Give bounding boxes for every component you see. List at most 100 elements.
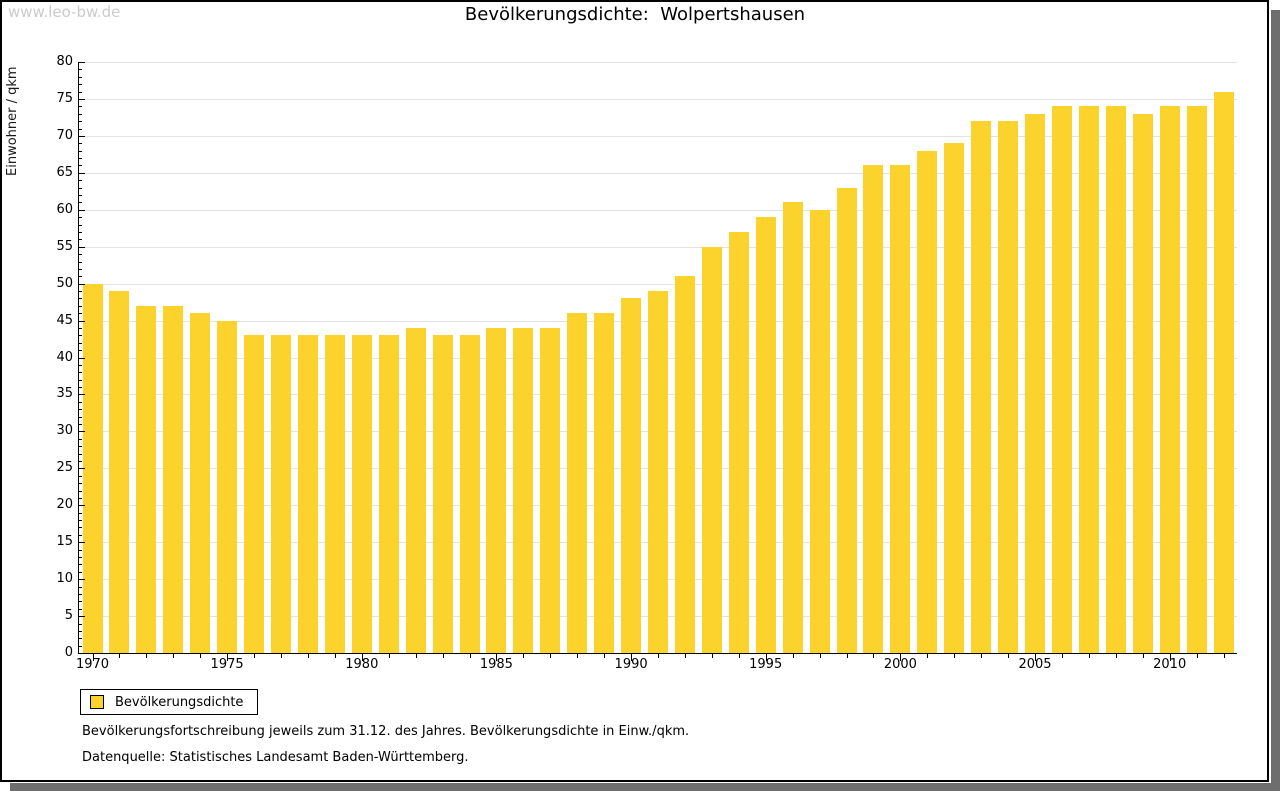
x-tick <box>765 654 767 661</box>
x-tick <box>604 654 606 658</box>
y-tick-label: 65 <box>56 164 73 180</box>
x-tick <box>388 654 390 658</box>
y-tick <box>79 335 82 337</box>
footnote-data-source: Datenquelle: Statistisches Landesamt Bad… <box>82 750 469 765</box>
gridline <box>79 98 1237 100</box>
y-tick <box>79 357 85 359</box>
frame-shadow-right <box>1271 10 1280 791</box>
y-tick-label: 45 <box>56 312 73 328</box>
footnote-source-note: Bevölkerungsfortschreibung jeweils zum 3… <box>82 724 690 739</box>
y-tick <box>79 62 85 63</box>
y-tick-label: 5 <box>64 608 73 624</box>
bar-2012 <box>1213 91 1234 653</box>
bar-1991 <box>648 291 668 653</box>
bar-2002 <box>944 143 965 653</box>
x-tick <box>496 654 498 661</box>
frame-shadow-bottom <box>10 783 1280 791</box>
bar-1992 <box>674 276 695 653</box>
y-tick <box>79 283 85 285</box>
x-tick-label: 1975 <box>210 657 244 672</box>
y-tick <box>79 630 82 632</box>
bar-2008 <box>1105 106 1126 653</box>
bar-1998 <box>836 187 857 653</box>
bar-1973 <box>163 305 184 653</box>
y-tick <box>79 246 85 248</box>
x-tick <box>1062 654 1063 658</box>
x-tick <box>577 654 579 658</box>
x-tick <box>307 654 309 658</box>
bar-1989 <box>594 313 615 653</box>
legend-label: Bevölkerungsdichte <box>115 694 244 710</box>
y-tick <box>79 195 82 196</box>
x-tick <box>900 654 902 661</box>
y-tick <box>79 593 82 595</box>
gridline <box>79 62 1237 63</box>
x-tick <box>1223 654 1225 658</box>
y-tick <box>79 276 82 278</box>
y-tick <box>79 387 82 389</box>
x-tick <box>684 654 686 658</box>
bar-1997 <box>809 209 830 653</box>
y-tick <box>79 616 85 618</box>
bar-1990 <box>621 298 642 653</box>
x-tick <box>846 654 848 658</box>
x-tick <box>927 654 929 658</box>
y-tick <box>79 128 82 130</box>
y-tick <box>79 143 82 145</box>
y-tick <box>79 350 82 352</box>
y-tick-label: 75 <box>56 90 73 106</box>
bar-1999 <box>863 165 884 653</box>
bar-2011 <box>1186 106 1207 653</box>
x-tick <box>819 654 821 658</box>
y-tick <box>79 364 82 366</box>
y-tick <box>79 571 82 573</box>
bar-1980 <box>351 335 372 653</box>
x-tick-label: 2010 <box>1153 657 1187 672</box>
y-tick <box>79 638 82 640</box>
x-tick <box>631 654 633 661</box>
y-tick <box>79 135 85 137</box>
gridline <box>79 283 1237 285</box>
y-tick-label: 80 <box>56 54 73 69</box>
gridline <box>79 172 1237 174</box>
bar-2010 <box>1159 106 1180 653</box>
x-tick <box>738 654 740 658</box>
y-tick <box>79 224 82 226</box>
x-tick-label: 2000 <box>883 657 917 672</box>
y-tick-label: 20 <box>56 497 73 513</box>
y-tick <box>79 586 82 588</box>
bar-1984 <box>459 335 480 653</box>
bar-2005 <box>1025 113 1045 653</box>
y-tick <box>79 150 82 152</box>
bar-2000 <box>890 165 911 653</box>
x-tick <box>873 654 875 658</box>
y-tick <box>79 409 82 411</box>
x-tick <box>1088 654 1090 658</box>
x-tick <box>361 654 363 661</box>
y-tick <box>79 239 82 241</box>
x-tick <box>954 654 956 658</box>
x-tick <box>550 654 552 658</box>
y-tick <box>79 497 82 499</box>
x-tick <box>792 654 794 658</box>
y-tick <box>79 91 82 93</box>
y-tick-label: 25 <box>56 460 73 476</box>
bar-1977 <box>271 335 291 653</box>
x-tick-label: 1985 <box>479 657 513 672</box>
x-tick <box>442 654 444 658</box>
y-tick <box>79 505 85 507</box>
y-axis-label: Einwohner / qkm <box>5 66 20 176</box>
y-tick-label: 0 <box>64 645 73 660</box>
y-tick-label: 70 <box>56 127 73 143</box>
y-tick <box>79 401 82 403</box>
bar-2009 <box>1132 113 1153 653</box>
y-tick <box>79 564 82 566</box>
y-tick <box>79 172 85 174</box>
x-tick-label: 1970 <box>75 657 110 672</box>
x-tick <box>981 654 983 658</box>
y-tick <box>79 475 82 477</box>
y-tick <box>79 623 82 625</box>
y-tick <box>79 446 82 448</box>
y-tick <box>79 431 85 433</box>
bar-1971 <box>109 291 130 653</box>
